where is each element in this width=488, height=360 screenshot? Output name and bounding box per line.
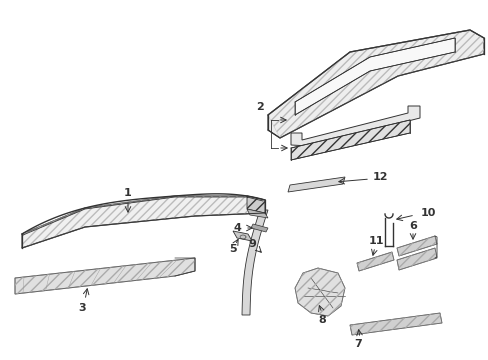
Polygon shape <box>267 30 483 138</box>
Text: 2: 2 <box>256 102 264 112</box>
Polygon shape <box>232 231 251 241</box>
Polygon shape <box>287 177 345 192</box>
Text: 9: 9 <box>247 239 255 249</box>
Polygon shape <box>22 196 264 248</box>
Polygon shape <box>294 38 454 115</box>
Polygon shape <box>356 252 393 271</box>
Text: 7: 7 <box>353 339 361 349</box>
Text: 10: 10 <box>420 208 435 218</box>
Text: 6: 6 <box>408 221 416 231</box>
Text: 12: 12 <box>371 172 387 182</box>
Polygon shape <box>290 120 409 160</box>
Polygon shape <box>396 248 436 270</box>
Polygon shape <box>15 258 195 294</box>
Text: 3: 3 <box>78 303 85 313</box>
Polygon shape <box>242 210 267 315</box>
Polygon shape <box>349 313 441 335</box>
Text: 11: 11 <box>367 236 383 246</box>
Polygon shape <box>246 209 267 218</box>
Text: 1: 1 <box>124 188 132 198</box>
Polygon shape <box>246 196 264 213</box>
Text: 4: 4 <box>233 223 241 233</box>
Polygon shape <box>396 236 436 256</box>
Polygon shape <box>250 224 267 232</box>
Text: 8: 8 <box>318 315 325 325</box>
Polygon shape <box>290 106 419 146</box>
Text: 5: 5 <box>229 244 236 254</box>
Polygon shape <box>294 268 345 316</box>
